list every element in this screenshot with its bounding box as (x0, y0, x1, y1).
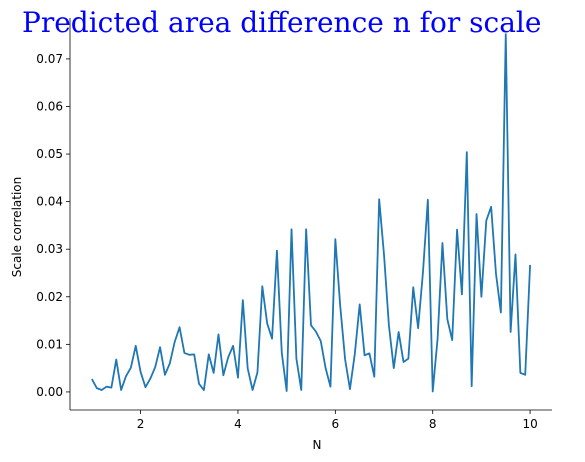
y-tick-label: 0.05 (36, 147, 63, 161)
plot-area (91, 33, 531, 393)
x-tick-label: 10 (522, 417, 537, 431)
y-tick-label: 0.06 (36, 99, 63, 113)
y-tick-label: 0.07 (36, 52, 63, 66)
x-tick-label: 2 (137, 417, 145, 431)
y-tick-label: 0.02 (36, 290, 63, 304)
series-line-0 (91, 33, 531, 393)
chart-title: Predicted area difference n for scale (22, 6, 541, 39)
y-tick-label: 0.00 (36, 385, 63, 399)
y-tick-label: 0.01 (36, 337, 63, 351)
y-tick-label: 0.04 (36, 195, 63, 209)
x-axis-label: N (313, 438, 322, 452)
y-tick-label: 0.03 (36, 242, 63, 256)
x-tick-label: 8 (429, 417, 437, 431)
x-axis: 2 4 6 8 10 (70, 409, 552, 431)
x-tick-label: 4 (234, 417, 242, 431)
y-axis: 0.00 0.01 0.02 0.03 0.04 0.05 0.06 0.07 (36, 18, 71, 410)
x-tick-label: 6 (332, 417, 340, 431)
y-axis-label: Scale correlation (10, 177, 24, 278)
